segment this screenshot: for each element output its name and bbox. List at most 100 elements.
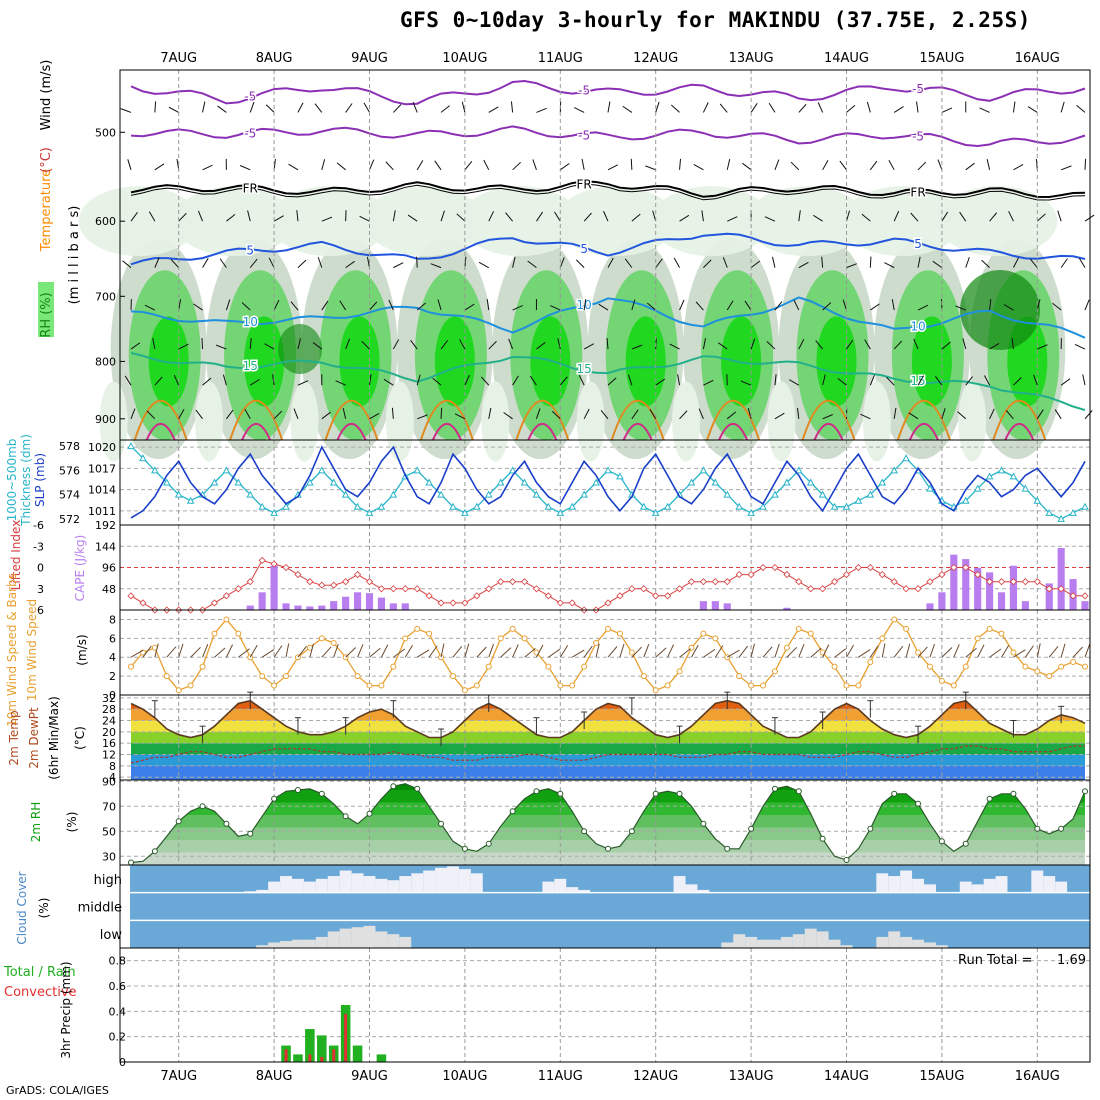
rh-area bbox=[78, 186, 199, 257]
cloud-high-bar bbox=[387, 880, 400, 893]
temp-band bbox=[131, 709, 1085, 721]
wind-barb bbox=[691, 644, 699, 658]
y-tick-label: 600 bbox=[95, 215, 116, 228]
cloud-low-bar bbox=[733, 934, 746, 948]
cloud-high-bar bbox=[375, 878, 388, 893]
cloud-low-bar bbox=[900, 936, 913, 948]
li-tick-label: -3 bbox=[33, 540, 44, 553]
wind-barb bbox=[989, 212, 998, 222]
wind-barb bbox=[600, 409, 609, 420]
rh-marker bbox=[581, 828, 588, 835]
rh-tick-label: 90 bbox=[102, 775, 116, 788]
temp-tick-label: 16 bbox=[102, 737, 116, 750]
li-marker bbox=[1081, 592, 1089, 600]
li-marker bbox=[401, 585, 409, 593]
wind-speed-marker bbox=[998, 630, 1005, 637]
wind-barb bbox=[953, 644, 960, 658]
wind-barb bbox=[410, 339, 418, 350]
isotherm-line bbox=[130, 125, 1086, 148]
isotherm-line bbox=[908, 422, 939, 441]
temp-tick-label: 28 bbox=[102, 703, 116, 716]
wind-barb bbox=[1052, 302, 1062, 311]
y-tick-label: 800 bbox=[95, 355, 116, 368]
wind-speed-marker bbox=[235, 630, 242, 637]
wind-speed-marker bbox=[1058, 663, 1065, 670]
wind-barb bbox=[750, 643, 755, 658]
precip-total-bar bbox=[376, 1054, 387, 1062]
thickness-marker bbox=[997, 466, 1006, 474]
thickness-marker bbox=[985, 472, 994, 480]
thickness-marker bbox=[878, 478, 887, 486]
rh-area bbox=[460, 186, 581, 257]
slp-tick-label: 1020 bbox=[88, 441, 116, 454]
wind-barb bbox=[363, 102, 370, 113]
wind-barb bbox=[345, 647, 357, 658]
thickness-marker bbox=[1033, 496, 1042, 504]
x-tick-label-top: 12AUG bbox=[633, 51, 678, 66]
rh-marker bbox=[175, 818, 182, 825]
wind-barb bbox=[178, 343, 189, 350]
wind-barb bbox=[478, 261, 489, 269]
wind-barb bbox=[407, 214, 418, 222]
rh-marker bbox=[247, 830, 254, 837]
cloud-high-bar bbox=[411, 873, 424, 893]
wind-speed-marker bbox=[712, 635, 719, 642]
rh-area bbox=[625, 316, 666, 407]
wind-speed-marker bbox=[390, 663, 397, 670]
wind-barb bbox=[536, 107, 547, 113]
x-tick-label-bottom: 16AUG bbox=[1015, 1069, 1060, 1084]
wind-barb bbox=[369, 647, 381, 658]
cloud-high-bar bbox=[339, 870, 352, 893]
cloud-low-bar bbox=[828, 939, 841, 948]
cloud-high-bar bbox=[554, 878, 567, 893]
cloud-low-bar bbox=[757, 939, 769, 948]
wind-barb bbox=[740, 380, 752, 386]
li-marker bbox=[831, 578, 839, 586]
thickness-marker bbox=[556, 508, 565, 516]
wind-barb bbox=[392, 210, 396, 222]
cloud-low-bar bbox=[924, 942, 936, 948]
wind-barb bbox=[744, 300, 752, 311]
wind-speed-marker bbox=[867, 658, 874, 665]
wind-barb bbox=[703, 259, 712, 268]
wind-barb bbox=[437, 299, 442, 311]
wind-barb bbox=[1060, 165, 1072, 171]
isotherm-line bbox=[515, 399, 570, 441]
rh-area bbox=[278, 324, 322, 375]
li-marker bbox=[974, 571, 982, 579]
wind-barb bbox=[239, 165, 251, 171]
isotherm-label: 15 bbox=[577, 362, 592, 376]
wind-barb bbox=[750, 260, 761, 269]
cloud-high-bar bbox=[315, 878, 328, 893]
thickness-marker bbox=[973, 484, 982, 492]
wind-barb bbox=[385, 161, 394, 171]
wind-barb bbox=[941, 408, 946, 419]
li-marker bbox=[675, 585, 684, 593]
wind-barb bbox=[983, 375, 991, 386]
wind-barb bbox=[607, 164, 619, 171]
wind-barb bbox=[222, 374, 227, 386]
li-marker bbox=[795, 578, 803, 586]
wind-barb bbox=[1084, 158, 1087, 170]
wind-barb bbox=[551, 410, 561, 420]
wind-barb bbox=[288, 163, 299, 171]
wind-speed-marker bbox=[497, 635, 504, 642]
wind-barb bbox=[881, 643, 886, 658]
cape-bar bbox=[353, 592, 362, 610]
wind-speed-marker bbox=[652, 687, 659, 694]
wind-barb bbox=[583, 343, 595, 350]
li-marker bbox=[866, 563, 874, 572]
wind-barb bbox=[202, 164, 213, 171]
wind-barb bbox=[464, 643, 470, 658]
li-marker bbox=[461, 599, 469, 607]
li-marker bbox=[1069, 592, 1077, 600]
cloud-level-label: middle bbox=[78, 901, 122, 916]
cloud-low-bar bbox=[780, 936, 793, 948]
wind-barb bbox=[701, 210, 704, 222]
wind-barb bbox=[1054, 409, 1062, 420]
wind-speed-marker bbox=[354, 673, 361, 680]
wind-barb bbox=[1013, 377, 1022, 386]
y-tick-label: 500 bbox=[95, 126, 116, 139]
wind-barb bbox=[965, 162, 975, 171]
li-marker bbox=[270, 560, 278, 568]
